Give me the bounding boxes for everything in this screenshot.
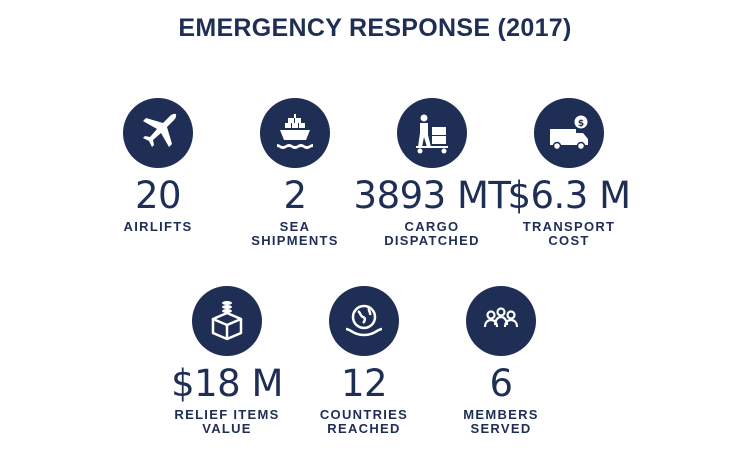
page-title: EMERGENCY RESPONSE (2017) [178, 14, 572, 42]
stat-value: $18 M [171, 362, 283, 405]
stat-label: CARGO DISPATCHED [384, 219, 480, 248]
ship-icon [260, 98, 330, 168]
stat-value: 20 [134, 174, 182, 217]
stat-label: COUNTRIES REACHED [319, 407, 409, 436]
stat-value: $6.3 M [507, 174, 631, 217]
people-group-icon [466, 286, 536, 356]
svg-text:$: $ [578, 119, 584, 129]
stat-value: 6 [489, 362, 513, 405]
globe-hands-icon [329, 286, 399, 356]
stat-label: MEMBERS SERVED [463, 407, 539, 436]
stat-relief-items-value: $18 M RELIEF ITEMS VALUE [152, 286, 302, 436]
delivery-van-icon: $ [534, 98, 604, 168]
stat-label: RELIEF ITEMS VALUE [174, 407, 280, 436]
stat-countries-reached: 12 COUNTRIES REACHED [289, 286, 439, 436]
stat-sea-shipments: 2 SEA SHIPMENTS [220, 98, 370, 248]
stat-label: AIRLIFTS [123, 219, 193, 234]
stat-label: TRANSPORT COST [522, 219, 616, 248]
stat-label: SEA SHIPMENTS [251, 219, 339, 248]
stat-transport-cost: $ $6.3 M TRANSPORT COST [494, 98, 644, 248]
stat-value: 12 [340, 362, 388, 405]
box-coins-icon [192, 286, 262, 356]
stat-value: 3893 MT [353, 174, 511, 217]
stat-members-served: 6 MEMBERS SERVED [426, 286, 576, 436]
stat-airlifts: 20 AIRLIFTS [83, 98, 233, 234]
stat-value: 2 [283, 174, 307, 217]
airplane-icon [123, 98, 193, 168]
cargo-handcart-icon [397, 98, 467, 168]
stat-cargo-dispatched: 3893 MT CARGO DISPATCHED [354, 98, 511, 248]
